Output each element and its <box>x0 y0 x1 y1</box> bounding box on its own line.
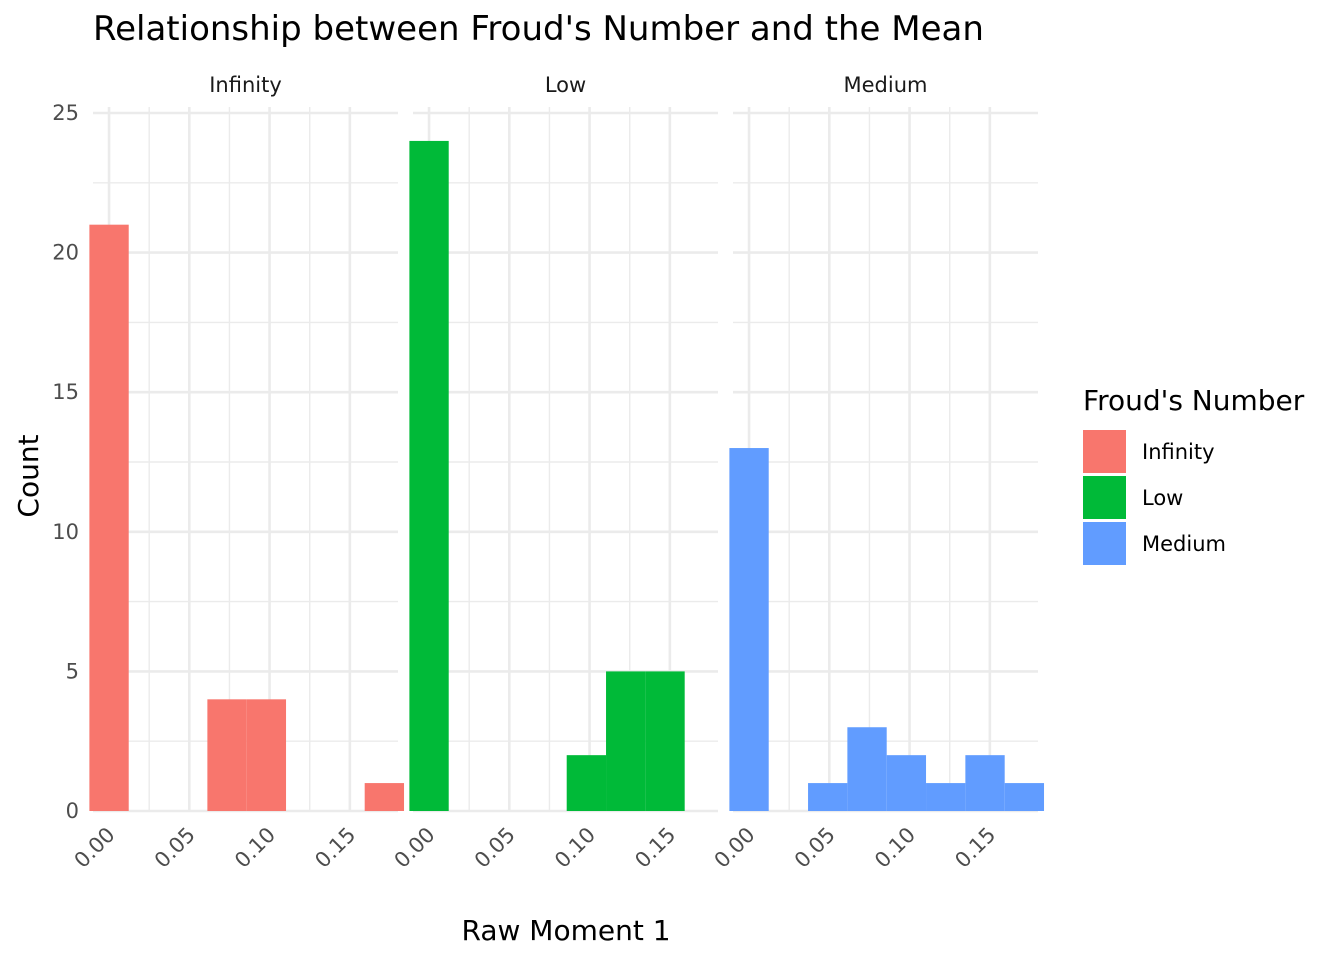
x-tick-label: 0.15 <box>310 823 360 873</box>
y-tick-label: 0 <box>66 799 79 823</box>
histogram-bar <box>965 755 1005 811</box>
histogram-bar <box>566 755 607 811</box>
histogram-bar <box>926 783 966 811</box>
x-tick-label: 0.15 <box>950 823 1000 873</box>
x-tick-label: 0.00 <box>70 823 120 873</box>
x-tick-label: 0.00 <box>390 823 440 873</box>
x-tick-label: 0.05 <box>470 823 520 873</box>
legend-title: Froud's Number <box>1083 384 1305 417</box>
legend-key-swatch <box>1083 430 1126 473</box>
x-tick-label: 0.10 <box>550 823 600 873</box>
histogram-bar <box>409 140 449 812</box>
facet-panels: 0 5 10 15 20 25 Infinity 0.00 0.05 0.10 0.15 Low 0.0… <box>52 73 1045 873</box>
facet-panel-low: Low 0.00 0.05 0.10 0.15 <box>390 73 718 873</box>
y-axis-title: Count <box>12 434 45 517</box>
legend-key-swatch <box>1083 476 1126 519</box>
legend-key-label: Infinity <box>1142 440 1215 464</box>
x-tick-label: 0.10 <box>230 823 280 873</box>
x-tick-label: 0.10 <box>870 823 920 873</box>
facet-strip-label: Medium <box>844 73 928 97</box>
histogram-bar <box>886 755 927 811</box>
histogram-bar <box>1004 783 1045 811</box>
y-tick-label: 5 <box>66 659 79 683</box>
y-tick-label: 25 <box>52 101 79 125</box>
histogram-bar <box>89 224 129 811</box>
x-tick-label: 0.05 <box>790 823 840 873</box>
histogram-bar <box>847 727 887 811</box>
histogram-bar <box>808 783 848 811</box>
histogram-bar <box>207 699 247 811</box>
facet-strip-label: Low <box>545 73 586 97</box>
x-tick-label: 0.00 <box>710 823 760 873</box>
histogram-bar <box>729 448 769 811</box>
y-tick-label: 20 <box>52 241 79 265</box>
legend-key-label: Low <box>1142 486 1183 510</box>
y-tick-label: 15 <box>52 380 79 404</box>
legend-key-swatch <box>1083 522 1126 565</box>
x-tick-label: 0.05 <box>150 823 200 873</box>
histogram-bar <box>364 783 405 811</box>
histogram-bar <box>645 671 685 811</box>
x-axis-title: Raw Moment 1 <box>461 914 670 947</box>
histogram-bar <box>246 699 287 811</box>
chart-title: Relationship between Froud's Number and … <box>93 9 984 49</box>
facet-panel-infinity: Infinity 0.00 0.05 0.10 0.15 <box>70 73 405 873</box>
facet-strip-label: Infinity <box>209 73 282 97</box>
facet-panel-medium: Medium 0.00 0.05 0.10 0.15 <box>710 73 1045 873</box>
x-tick-label: 0.15 <box>630 823 680 873</box>
legend-key-label: Medium <box>1142 532 1226 556</box>
legend: Froud's Number Infinity Low Medium <box>1083 384 1305 565</box>
y-tick-label: 10 <box>52 520 79 544</box>
histogram-bar <box>606 671 646 811</box>
